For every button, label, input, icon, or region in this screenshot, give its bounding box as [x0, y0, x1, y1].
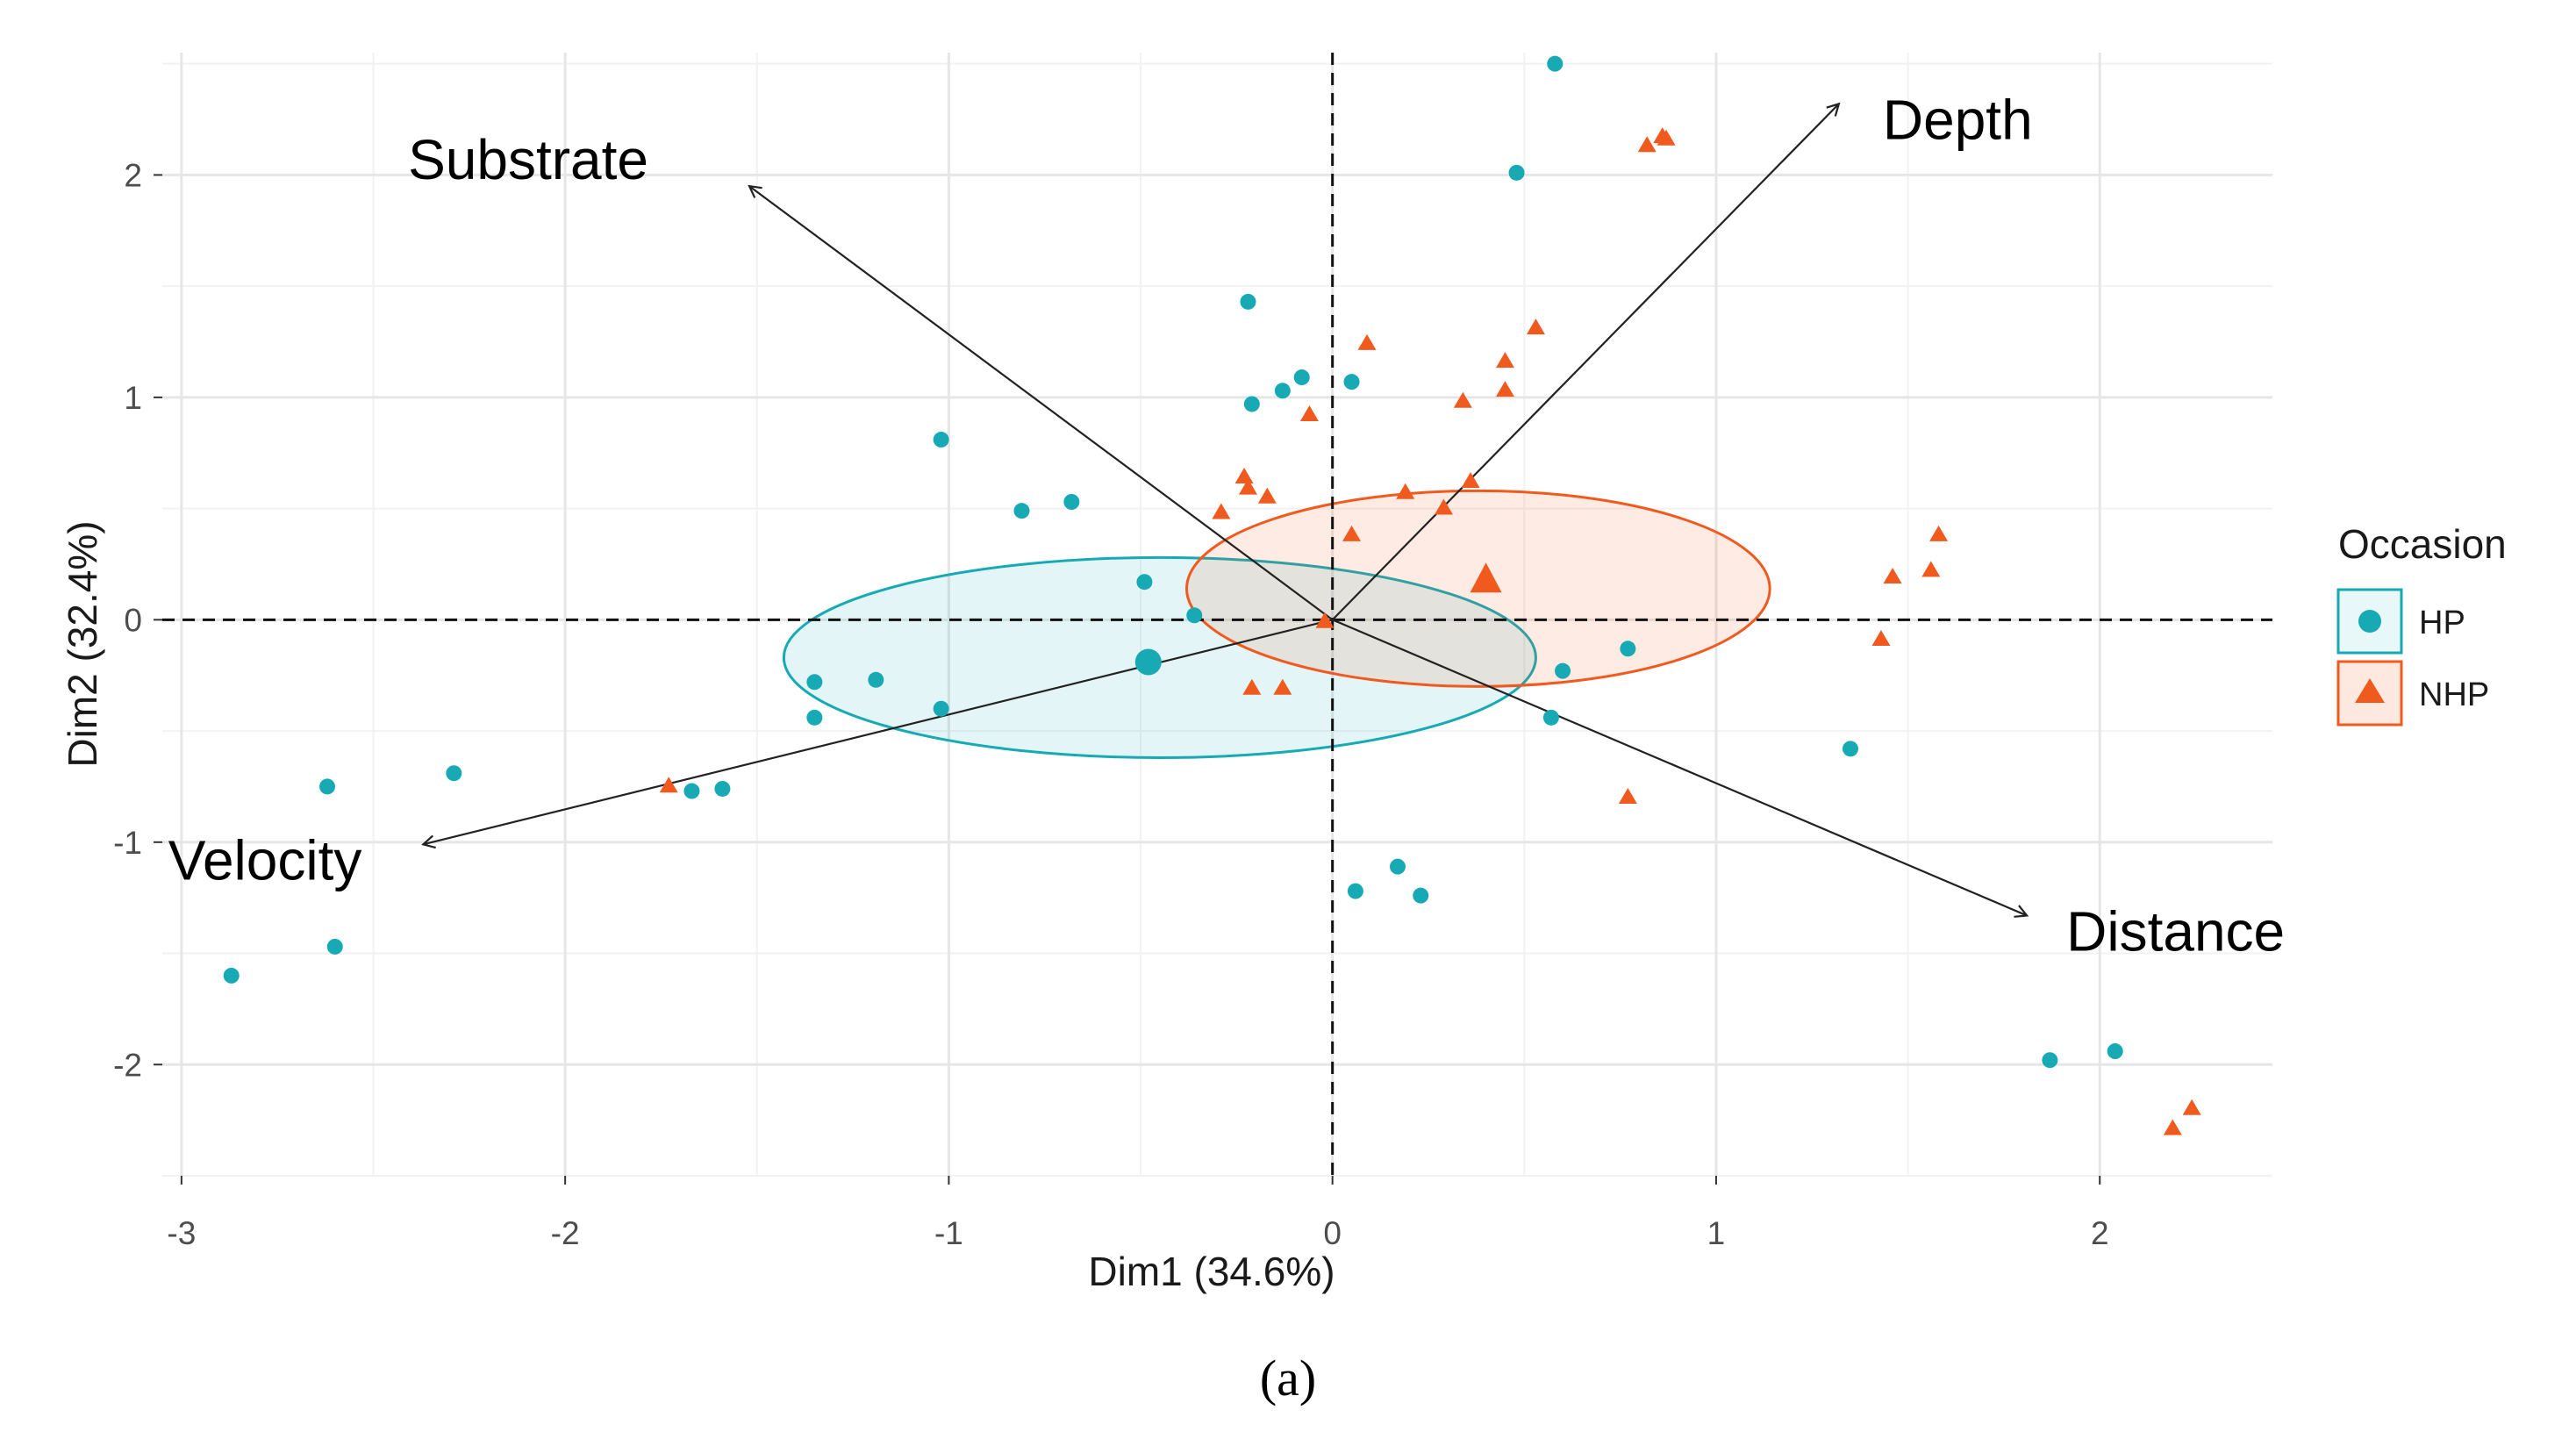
legend: Occasion HP NHP	[2336, 521, 2507, 727]
point-hp	[1186, 607, 1203, 624]
legend-entry-hp: HP	[2336, 588, 2465, 655]
point-hp	[446, 765, 462, 782]
point-hp	[1620, 641, 1636, 657]
legend-entry-nhp: NHP	[2336, 660, 2489, 727]
point-nhp	[1342, 525, 1362, 541]
tick-labels: -3 -2 -1 0 1 2 -2 -1 0 1 2	[113, 157, 2108, 1251]
point-nhp	[1883, 568, 1902, 584]
variable-vectors: Depth Substrate Velocity Distance	[168, 88, 2285, 963]
reference-lines	[162, 53, 2272, 1176]
centroid-nhp	[1470, 562, 1502, 593]
point-hp	[714, 780, 731, 797]
vector-label-velocity: Velocity	[168, 828, 362, 891]
point-nhp	[1396, 483, 1415, 499]
point-nhp	[1921, 561, 1941, 577]
confidence-ellipses	[782, 489, 1771, 759]
legend-title: Occasion	[2338, 521, 2507, 567]
point-hp	[806, 674, 823, 691]
point-hp	[1293, 369, 1310, 386]
y-tick-label: -2	[113, 1047, 142, 1083]
point-hp	[1413, 887, 1429, 904]
vector-distance	[1332, 619, 2027, 915]
point-hp	[933, 432, 949, 448]
point-nhp	[1637, 136, 1657, 153]
x-axis-title: Dim1 (34.6%)	[1088, 1249, 1335, 1294]
point-nhp	[1357, 333, 1377, 350]
point-nhp	[1453, 391, 1472, 408]
point-nhp	[1315, 612, 1335, 628]
x-tick-label: -1	[934, 1215, 963, 1251]
point-hp	[223, 967, 240, 984]
point-nhp	[1242, 678, 1262, 695]
x-tick-label: -3	[167, 1215, 196, 1251]
point-hp	[683, 783, 700, 799]
group-centroids	[1134, 562, 1502, 676]
legend-label-nhp: NHP	[2419, 677, 2489, 713]
point-hp	[806, 709, 823, 726]
vector-substrate	[749, 186, 1334, 621]
y-axis-title: Dim2 (32.4%)	[60, 520, 105, 767]
point-hp	[1243, 396, 1260, 412]
x-tick-label: 1	[1707, 1215, 1726, 1251]
point-nhp	[1238, 478, 1257, 495]
vector-label-substrate: Substrate	[408, 128, 648, 191]
legend-label-hp: HP	[2419, 605, 2465, 641]
point-hp	[1274, 383, 1291, 399]
point-nhp	[1434, 498, 1453, 515]
point-nhp	[1871, 629, 1891, 646]
point-hp	[1390, 858, 1406, 875]
point-hp	[1547, 55, 1563, 72]
point-hp	[1542, 709, 1559, 726]
y-tick-label: -1	[113, 825, 142, 861]
legend-marker-nhp	[2355, 678, 2385, 703]
y-tick-label: 0	[124, 602, 142, 638]
centroid-hp	[1134, 648, 1162, 676]
point-nhp	[1495, 352, 1514, 369]
vector-label-depth: Depth	[1883, 88, 2033, 151]
point-hp	[1347, 883, 1363, 899]
vector-velocity	[423, 619, 1333, 844]
point-nhp	[1234, 467, 1254, 483]
point-nhp	[2182, 1099, 2201, 1115]
point-hp	[1013, 503, 1030, 519]
point-nhp	[1526, 319, 1545, 335]
vector-depth	[1331, 104, 1839, 621]
point-hp	[2042, 1052, 2058, 1069]
point-nhp	[1929, 525, 1949, 541]
y-tick-label: 1	[124, 380, 142, 416]
point-hp	[2107, 1043, 2123, 1060]
data-points	[223, 55, 2201, 1135]
x-tick-label: 2	[2091, 1215, 2109, 1251]
point-hp	[1240, 293, 1256, 310]
point-nhp	[1461, 472, 1480, 489]
y-tick-label: 2	[124, 157, 142, 193]
grid-major	[162, 53, 2272, 1176]
point-hp	[1343, 374, 1360, 390]
point-hp	[319, 778, 336, 795]
point-nhp	[1257, 487, 1277, 504]
x-tick-label: -2	[551, 1215, 580, 1251]
point-hp	[933, 700, 949, 717]
grid-minor	[162, 53, 2272, 1177]
point-hp	[868, 671, 884, 688]
figure-caption: (a)	[1260, 1350, 1316, 1407]
point-hp	[1843, 741, 1858, 757]
vector-label-distance: Distance	[2066, 899, 2285, 963]
point-hp	[1555, 662, 1571, 679]
point-nhp	[1618, 787, 1637, 804]
point-hp	[326, 938, 343, 955]
point-nhp	[1657, 129, 1676, 146]
legend-marker-hp	[2358, 610, 2381, 633]
point-hp	[1063, 494, 1080, 510]
point-nhp	[1273, 678, 1292, 695]
point-nhp	[1212, 503, 1231, 519]
point-hp	[1136, 574, 1153, 591]
point-nhp	[1495, 381, 1514, 397]
point-nhp	[659, 777, 678, 793]
x-tick-label: 0	[1323, 1215, 1342, 1251]
point-nhp	[2163, 1119, 2182, 1135]
point-hp	[1508, 164, 1525, 181]
point-nhp	[1299, 404, 1319, 421]
